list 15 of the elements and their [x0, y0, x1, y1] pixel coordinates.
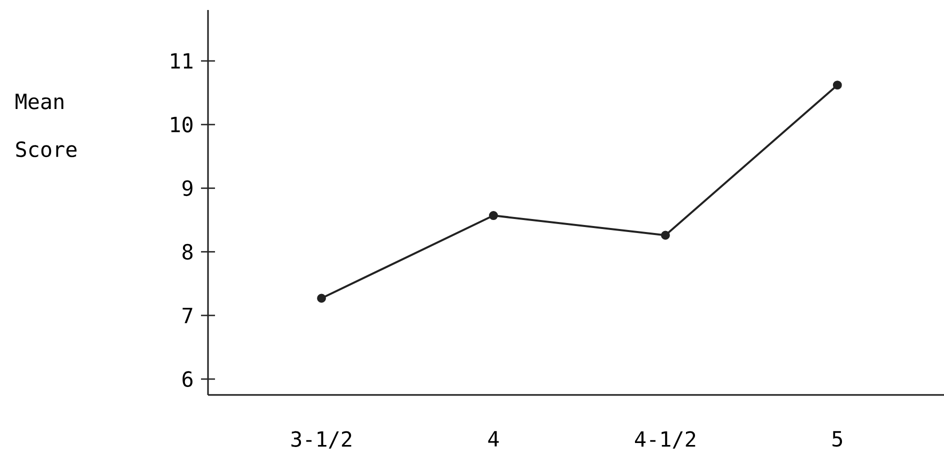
x-tick-label: 4 [488, 431, 499, 446]
x-tick-label: 5 [832, 431, 842, 447]
y-tick-label: 6 [182, 371, 192, 387]
y-tick-label: 10 [171, 116, 192, 132]
y-tick-label: 7 [182, 308, 192, 324]
point [832, 80, 842, 90]
x-tick-label: 4-1/2 [634, 431, 696, 449]
y-tick-label: 9 [182, 180, 192, 196]
y-tick-label: 11 [171, 53, 192, 69]
x-tick-label: 3-1/2 [291, 431, 352, 449]
point [488, 211, 498, 220]
point [660, 230, 670, 240]
point [317, 294, 326, 303]
text: Mean Score [16, 94, 77, 158]
y-tick-label: 8 [182, 244, 192, 260]
